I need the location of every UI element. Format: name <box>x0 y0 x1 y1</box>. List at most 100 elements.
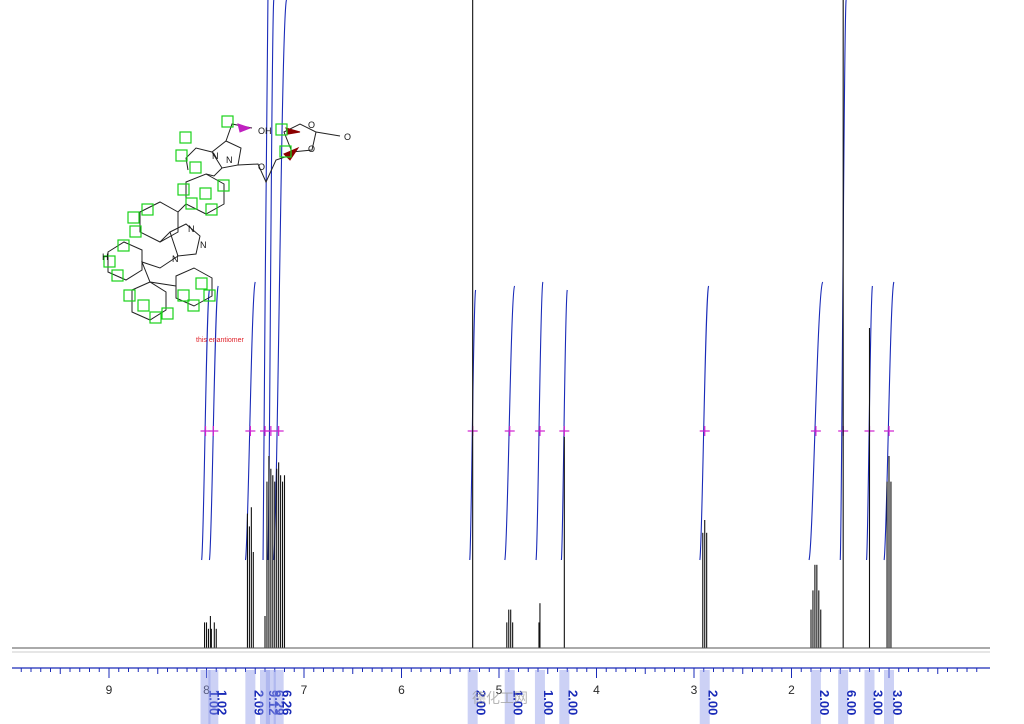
integral-label-2: 2.09 <box>251 690 266 715</box>
integral-curve-2 <box>244 281 256 561</box>
peak-marker-8 <box>534 426 545 436</box>
highlight-box-1 <box>179 131 192 144</box>
integral-label-1: 1.02 <box>214 690 229 715</box>
x-tick-label-4: 4 <box>593 683 600 697</box>
peak-marker-2 <box>245 426 256 436</box>
stereo-wedge-1 <box>285 127 301 135</box>
highlight-box-24 <box>279 145 292 158</box>
bond-carbonyl <box>315 131 341 137</box>
integral-curve-14 <box>883 281 895 561</box>
imidazole-ring <box>211 140 242 169</box>
highlight-box-21 <box>203 289 216 302</box>
integral-band-6 <box>467 670 478 724</box>
x-tick-label-6: 6 <box>398 683 405 697</box>
integral-band-0 <box>200 670 211 724</box>
integral-label-4: 6.29 <box>272 690 287 715</box>
integral-label-12: 6.00 <box>844 690 859 715</box>
integral-label-11: 2.00 <box>817 690 832 715</box>
integral-label-0: 1.00 <box>207 690 222 715</box>
peak-marker-10 <box>699 426 710 436</box>
atom-label-4: N <box>188 224 195 234</box>
highlight-box-5 <box>199 187 212 200</box>
x-tick-label-2: 2 <box>788 683 795 697</box>
highlight-box-23 <box>275 123 288 136</box>
integral-band-8 <box>534 670 545 724</box>
peak-marker-1 <box>208 426 219 436</box>
x-tick-label-3: 3 <box>691 683 698 697</box>
integral-band-3 <box>260 670 270 724</box>
highlight-box-3 <box>189 161 202 174</box>
highlight-box-16 <box>137 299 150 312</box>
enantiomer-note: this enantiomer <box>196 337 245 344</box>
integral-curve-3 <box>262 0 269 561</box>
integral-band-4 <box>265 670 276 724</box>
spectrum-peaks-layer <box>204 0 892 648</box>
integral-curve-9 <box>560 289 568 561</box>
trityl-ring-right <box>175 267 213 307</box>
atom-label-8: O <box>308 144 315 154</box>
highlight-box-10 <box>141 203 154 216</box>
highlight-box-15 <box>123 289 136 302</box>
bond-trityl <box>141 255 179 287</box>
atom-label-3: N <box>212 151 219 161</box>
integral-band-10 <box>699 670 710 724</box>
integral-curve-5 <box>273 0 287 561</box>
highlight-box-20 <box>195 277 208 290</box>
integral-label-5: 6.26 <box>280 690 295 715</box>
integral-label-14: 3.00 <box>890 690 905 715</box>
tetrazole-ring <box>169 223 201 257</box>
highlight-box-14 <box>111 269 124 282</box>
highlight-box-17 <box>149 311 162 324</box>
highlight-box-2 <box>175 149 188 162</box>
atom-label-9: O <box>258 162 265 172</box>
highlight-box-12 <box>117 239 130 252</box>
integral-label-6: 2.00 <box>474 690 489 715</box>
integral-band-14 <box>884 670 894 724</box>
peak-marker-11 <box>810 426 821 436</box>
phenyl-ring-middle <box>139 201 179 243</box>
peak-marker-9 <box>559 426 570 436</box>
integral-curves-layer <box>201 0 895 561</box>
integral-label-7: 1.00 <box>511 690 526 715</box>
highlight-box-6 <box>177 183 190 196</box>
integral-band-5 <box>273 670 284 724</box>
bond-chain-propyl <box>185 147 213 171</box>
integral-band-13 <box>864 670 875 724</box>
integral-labels-layer: 1.001.02 2.09 9.126.296.26 2.00 1.00 1.00 2.00… <box>200 670 905 724</box>
integral-band-2 <box>245 670 256 724</box>
integral-curve-0 <box>201 289 210 561</box>
peak-marker-5 <box>273 426 284 436</box>
x-tick-label-7: 7 <box>301 683 308 697</box>
integral-label-9: 2.00 <box>565 690 580 715</box>
highlight-box-22 <box>187 299 200 312</box>
integral-curve-7 <box>504 285 516 561</box>
integral-curve-1 <box>208 285 219 561</box>
highlight-box-9 <box>127 211 140 224</box>
x-tick-label-9: 9 <box>106 683 113 697</box>
integral-band-9 <box>559 670 570 724</box>
atom-label-6: N <box>172 254 179 264</box>
integral-band-11 <box>810 670 821 724</box>
stereo-wedge-oh <box>237 123 252 133</box>
integral-label-8: 1.00 <box>541 690 556 715</box>
bond-tetrazole <box>159 231 171 243</box>
integral-curve-11 <box>808 281 824 561</box>
integral-band-12 <box>838 670 849 724</box>
baseline-layer <box>12 647 990 653</box>
bond-benzyl <box>205 167 223 177</box>
highlight-box-18 <box>161 307 174 320</box>
trityl-ring-left <box>107 241 143 281</box>
integral-label-3: 9.12 <box>266 690 281 715</box>
integral-label-10: 2.00 <box>706 690 721 715</box>
bond-biphenyl <box>177 203 187 213</box>
highlight-box-11 <box>129 225 142 238</box>
highlight-box-8 <box>185 197 198 210</box>
integral-band-1 <box>208 670 219 724</box>
atom-label-7: O <box>308 120 315 130</box>
x-axis: 9 8 7 6 5 4 3 2 <box>12 667 990 697</box>
highlight-box-7 <box>205 203 218 216</box>
atom-label-1: OH <box>258 126 272 136</box>
bond-ester <box>237 155 289 184</box>
